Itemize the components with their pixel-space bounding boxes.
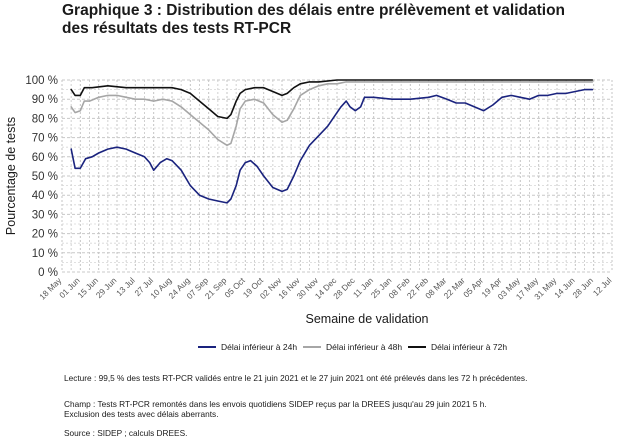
y-tick-label: 0 % — [38, 267, 58, 279]
legend-key-72h — [408, 345, 426, 348]
legend-item-48h: Délai inférieur à 48h — [303, 342, 402, 352]
chart-title-line-1: Graphique 3 : Distribution des délais en… — [62, 2, 566, 19]
legend-key-24h — [198, 345, 216, 348]
y-tick-label: 90 % — [32, 94, 58, 106]
legend-label-24h: Délai inférieur à 24h — [221, 342, 298, 352]
legend-item-72h: Délai inférieur à 72h — [408, 342, 507, 352]
y-tick-label: 70 % — [32, 133, 58, 145]
y-tick-label: 60 % — [32, 152, 58, 164]
y-tick-label: 20 % — [32, 229, 58, 241]
y-tick-label: 50 % — [32, 171, 58, 183]
y-tick-label: 100 % — [25, 75, 58, 87]
x-tick-label: 28 Jun — [570, 275, 595, 300]
y-tick-label: 30 % — [32, 209, 58, 221]
series-line-48h — [70, 81, 594, 147]
chart-legend: Délai inférieur à 24h Délai inférieur à … — [0, 339, 635, 355]
y-tick-label: 80 % — [32, 113, 58, 125]
y-tick-label: 40 % — [32, 190, 58, 202]
x-tick-label: 21 Sep — [203, 275, 229, 301]
chart-title: Graphique 3 : Distribution des délais en… — [62, 2, 627, 38]
x-tick-label: 12 Jul — [591, 275, 614, 298]
legend-label-48h: Délai inférieur à 48h — [326, 342, 403, 352]
note-champ-line-2: Exclusion des tests avec délais aberrant… — [64, 409, 219, 419]
chart-title-line-2: des résultats des tests RT-PCR — [62, 20, 292, 37]
legend-item-24h: Délai inférieur à 24h — [198, 342, 297, 352]
y-axis-ticks: 0 % 10 % 20 % 30 % 40 % 50 % 60 % 70 % 80 % 90 % 1… — [25, 75, 58, 279]
x-tick-label: 22 Mar — [441, 275, 466, 300]
note-lecture: Lecture : 99,5 % des tests RT-PCR validé… — [64, 373, 528, 383]
legend-key-48h — [303, 345, 321, 348]
series-line-72h — [70, 79, 594, 120]
x-axis-title: Semaine de validation — [306, 312, 429, 326]
y-tick-label: 10 % — [32, 248, 58, 260]
note-source: Source : SIDEP ; calculs DREES. — [64, 428, 188, 438]
line-chart: 0 % 10 % 20 % 30 % 40 % 50 % 60 % 70 % 80 % 90 % 1… — [4, 75, 614, 326]
x-tick-label: 29 Jun — [94, 275, 119, 300]
grid-lines — [61, 79, 613, 273]
y-axis-title: Pourcentage de tests — [4, 117, 18, 235]
note-champ-line-1: Champ : Tests RT-PCR remontés dans les e… — [64, 399, 487, 409]
legend-label-72h: Délai inférieur à 72h — [431, 342, 508, 352]
x-tick-label: 13 Jul — [114, 275, 137, 298]
series-line-24h — [70, 88, 594, 204]
